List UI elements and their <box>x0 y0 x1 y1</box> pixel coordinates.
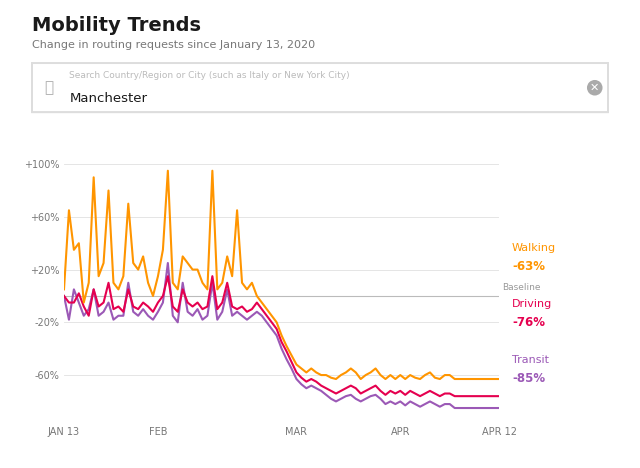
Text: Change in routing requests since January 13, 2020: Change in routing requests since January… <box>32 40 315 50</box>
Text: Baseline: Baseline <box>502 283 541 292</box>
Text: -76%: -76% <box>512 316 545 329</box>
Text: Walking: Walking <box>512 243 556 253</box>
Text: ⌕: ⌕ <box>45 80 54 95</box>
Text: -85%: -85% <box>512 372 545 385</box>
Text: Search Country/Region or City (such as Italy or New York City): Search Country/Region or City (such as I… <box>69 71 350 80</box>
Text: Manchester: Manchester <box>69 92 147 105</box>
Text: Mobility Trends: Mobility Trends <box>32 16 201 36</box>
FancyBboxPatch shape <box>32 63 608 112</box>
Text: Transit: Transit <box>512 355 549 365</box>
Text: -63%: -63% <box>512 260 545 273</box>
Text: ✕: ✕ <box>590 83 600 93</box>
Text: Driving: Driving <box>512 299 552 309</box>
